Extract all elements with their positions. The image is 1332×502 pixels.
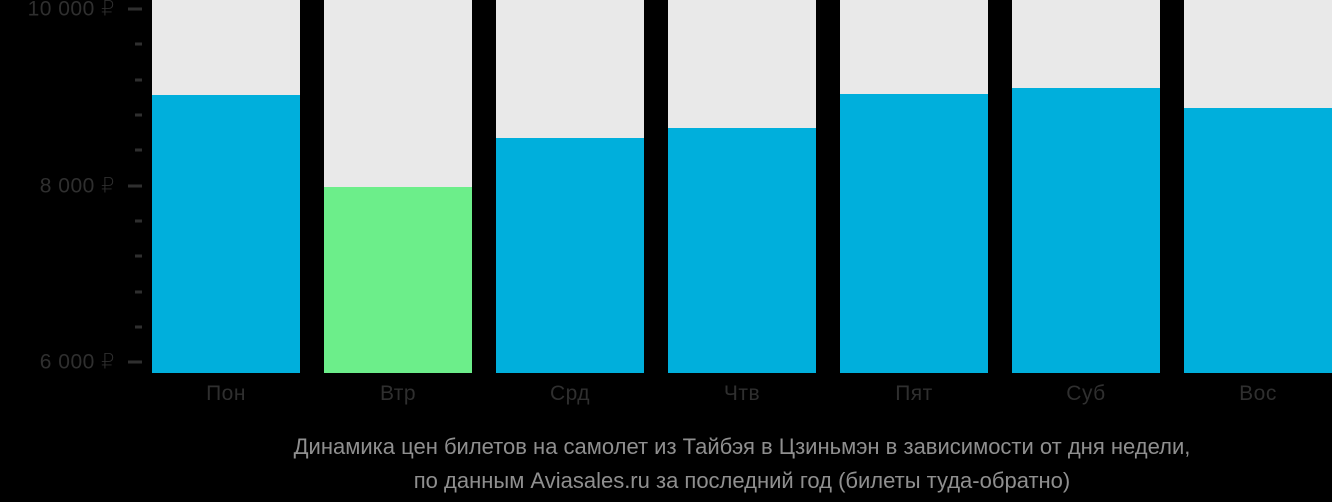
y-minor-tick	[135, 78, 142, 82]
y-major-tick	[128, 7, 142, 11]
y-minor-tick	[135, 290, 142, 294]
y-minor-tick	[135, 219, 142, 223]
bar-column	[840, 0, 988, 373]
plot-area	[152, 0, 1332, 373]
y-axis: 10 000 ₽ 8 000 ₽ 6 000 ₽	[0, 0, 152, 373]
y-minor-tick	[135, 325, 142, 329]
x-axis-label: Чтв	[723, 382, 761, 405]
bar	[496, 137, 644, 373]
bar-column	[324, 0, 472, 373]
chart-title: Динамика цен билетов на самолет из Тайбэ…	[293, 434, 1191, 459]
bar	[668, 128, 816, 373]
y-minor-tick	[135, 113, 142, 117]
chart-subtitle: по данным Aviasales.ru за последний год …	[413, 468, 1071, 493]
y-axis-label: 6 000 ₽	[39, 350, 115, 374]
bar-column	[1184, 0, 1332, 373]
bar-column	[496, 0, 644, 373]
x-axis-label: Пон	[206, 382, 246, 405]
x-axis-label: Срд	[549, 382, 591, 405]
y-minor-tick	[135, 254, 142, 258]
bar	[152, 94, 300, 373]
x-axis-label: Втр	[379, 382, 417, 405]
x-axis-label: Вос	[1239, 382, 1277, 405]
bar-column	[152, 0, 300, 373]
x-axis: Пон Втр Срд Чтв Пят Суб Вос	[152, 373, 1332, 415]
bar	[1184, 107, 1332, 373]
bar-lowest-price	[324, 187, 472, 373]
x-axis-label: Пят	[895, 382, 933, 405]
bar-column	[668, 0, 816, 373]
x-axis-label: Суб	[1066, 382, 1106, 405]
chart-caption: Динамика цен билетов на самолет из Тайбэ…	[152, 430, 1332, 498]
y-axis-label: 8 000 ₽	[39, 174, 115, 198]
y-axis-label: 10 000 ₽	[27, 0, 115, 21]
y-minor-tick	[135, 148, 142, 152]
y-minor-tick	[135, 42, 142, 46]
bar-column	[1012, 0, 1160, 373]
y-major-tick	[128, 360, 142, 364]
bar	[1012, 88, 1160, 373]
bar	[840, 93, 988, 373]
y-major-tick	[128, 184, 142, 188]
